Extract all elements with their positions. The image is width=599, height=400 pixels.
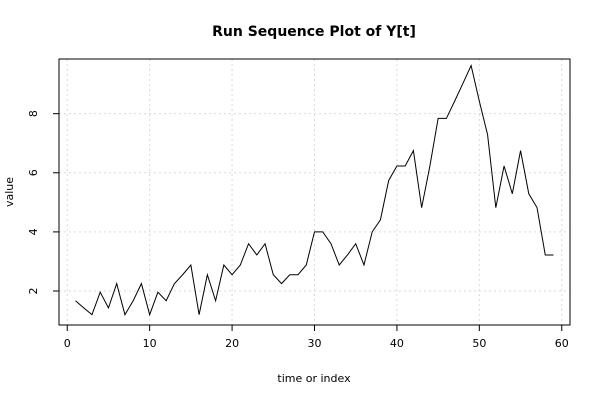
chart-title: Run Sequence Plot of Y[t] <box>212 24 416 40</box>
y-axis-label: value <box>3 177 16 207</box>
y-tick-label: 4 <box>27 228 40 235</box>
y-tick-label: 2 <box>27 288 40 295</box>
x-axis: 0 10 20 30 40 50 60 <box>64 325 569 350</box>
grid <box>59 59 570 325</box>
y-tick-label: 6 <box>27 169 40 176</box>
x-tick-label: 0 <box>64 337 71 350</box>
x-tick-label: 20 <box>225 337 239 350</box>
y-tick-label: 8 <box>27 110 40 117</box>
x-tick-label: 60 <box>555 337 569 350</box>
x-tick-label: 30 <box>308 337 322 350</box>
x-axis-label: time or index <box>277 372 351 385</box>
x-tick-label: 40 <box>390 337 404 350</box>
series-layer <box>75 63 554 317</box>
x-tick-label: 10 <box>143 337 157 350</box>
x-tick-label: 50 <box>472 337 486 350</box>
series-line <box>75 63 554 317</box>
y-axis: 2 4 6 8 <box>27 110 59 295</box>
